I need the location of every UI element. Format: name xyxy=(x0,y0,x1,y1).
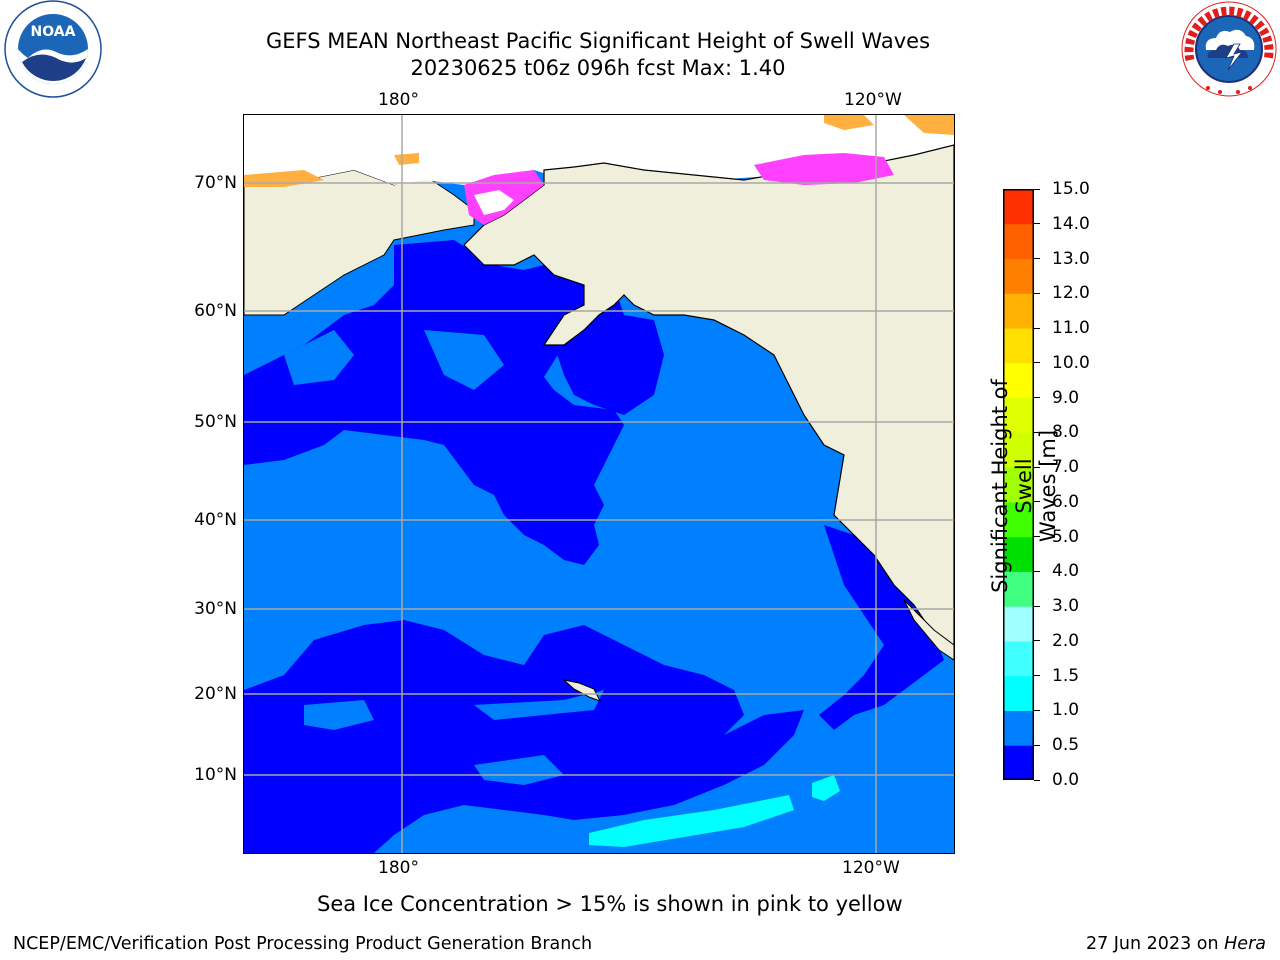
nws-logo xyxy=(1178,0,1280,100)
colorbar-tick-label: 8.0 xyxy=(1052,422,1080,443)
colorbar-band xyxy=(1003,640,1034,677)
ocean-dark-gulf xyxy=(544,315,664,415)
colorbar-tick-label: 1.5 xyxy=(1052,665,1080,686)
colorbar-tick-mark xyxy=(1034,640,1040,642)
lat-label-60n: 60°N xyxy=(194,301,237,321)
colorbar-tick-mark xyxy=(1034,188,1040,190)
colorbar-tick-label: 10.0 xyxy=(1052,352,1090,373)
graticule xyxy=(244,115,954,853)
colorbar-tick-label: 3.0 xyxy=(1052,596,1080,617)
colorbar-band xyxy=(1003,536,1034,572)
colorbar-tick-mark xyxy=(1034,431,1040,433)
colorbar-tick-label: 15.0 xyxy=(1052,179,1090,199)
colorbar xyxy=(1003,189,1034,781)
land-siberia xyxy=(244,169,475,316)
ocean-dark-north xyxy=(244,240,624,565)
colorbar-frame xyxy=(1003,189,1034,780)
credit-text: NCEP/EMC/Verification Post Processing Pr… xyxy=(13,934,593,954)
colorbar-band xyxy=(1003,293,1034,329)
colorbar-band xyxy=(1003,258,1034,294)
top-lon-label-180: 180° xyxy=(378,90,419,110)
colorbar-tick-label: 9.0 xyxy=(1052,387,1080,408)
colorbar-tick-mark xyxy=(1034,536,1040,538)
bottom-lon-label-180: 180° xyxy=(378,858,419,878)
lat-label-50n: 50°N xyxy=(194,412,237,432)
colorbar-band xyxy=(1003,223,1034,260)
colorbar-tick-mark xyxy=(1034,779,1040,781)
colorbar-tick-label: 6.0 xyxy=(1052,491,1080,512)
colorbar-tick-mark xyxy=(1034,466,1040,468)
machine-name: Hera xyxy=(1224,934,1266,954)
colorbar-tick-label: 13.0 xyxy=(1052,248,1090,269)
colorbar-tick-label: 1.0 xyxy=(1052,700,1080,721)
swell-cyan-patch xyxy=(589,795,794,847)
colorbar-band xyxy=(1003,571,1034,607)
colorbar-tick-label: 2.0 xyxy=(1052,630,1080,651)
colorbar-tick-label: 0.0 xyxy=(1052,770,1080,790)
noaa-logo-text: NOAA xyxy=(31,24,76,40)
colorbar-band xyxy=(1003,675,1034,711)
colorbar-band xyxy=(1003,606,1034,642)
colorbar-label: Significant Height of Swell Waves [m] xyxy=(988,379,1060,593)
colorbar-band xyxy=(1003,467,1034,503)
map-title: GEFS MEAN Northeast Pacific Significant … xyxy=(265,29,931,53)
lat-label-40n: 40°N xyxy=(194,510,237,530)
colorbar-tick-mark xyxy=(1034,362,1040,364)
lat-label-70n: 70°N xyxy=(194,173,237,193)
top-lon-label-120w: 120°W xyxy=(844,90,902,110)
colorbar-tick-label: 5.0 xyxy=(1052,526,1080,547)
colorbar-tick-label: 0.5 xyxy=(1052,735,1080,756)
colorbar-band xyxy=(1003,710,1034,746)
colorbar-tick-mark xyxy=(1034,397,1040,399)
colorbar-tick-label: 11.0 xyxy=(1052,318,1090,339)
run-date: 27 Jun 2023 on Hera xyxy=(1085,934,1266,954)
colorbar-tick-mark xyxy=(1034,605,1040,607)
colorbar-band xyxy=(1003,501,1034,538)
colorbar-band xyxy=(1003,745,1034,781)
lat-label-30n: 30°N xyxy=(194,599,237,619)
colorbar-band xyxy=(1003,432,1034,468)
colorbar-tick-mark xyxy=(1034,501,1040,503)
lat-label-20n: 20°N xyxy=(194,684,237,704)
colorbar-tick-mark xyxy=(1034,223,1040,225)
colorbar-tick-label: 4.0 xyxy=(1052,561,1080,582)
colorbar-band xyxy=(1003,328,1034,364)
swell-height-map xyxy=(244,115,954,853)
colorbar-tick-mark xyxy=(1034,292,1040,294)
colorbar-tick-mark xyxy=(1034,709,1040,711)
colorbar-tick-mark xyxy=(1034,570,1040,572)
colorbar-tick-label: 12.0 xyxy=(1052,283,1090,304)
lat-label-10n: 10°N xyxy=(194,765,237,785)
bottom-lon-label-120w: 120°W xyxy=(842,858,900,878)
ocean-dark-south xyxy=(244,620,804,853)
colorbar-tick-mark xyxy=(1034,327,1040,329)
colorbar-tick-mark xyxy=(1034,675,1040,677)
colorbar-tick-label: 14.0 xyxy=(1052,213,1090,234)
ocean-dark-east-coast xyxy=(819,525,944,730)
colorbar-tick-mark xyxy=(1034,258,1040,260)
colorbar-band xyxy=(1003,189,1034,225)
noaa-logo: NOAA xyxy=(2,0,104,102)
map-subtitle: 20230625 t06z 096h fcst Max: 1.40 xyxy=(410,56,786,80)
colorbar-tick-mark xyxy=(1034,744,1040,746)
colorbar-tick-label: 7.0 xyxy=(1052,457,1080,478)
colorbar-band xyxy=(1003,397,1034,433)
colorbar-band xyxy=(1003,362,1034,399)
sea-ice-note: Sea Ice Concentration > 15% is shown in … xyxy=(317,892,903,916)
